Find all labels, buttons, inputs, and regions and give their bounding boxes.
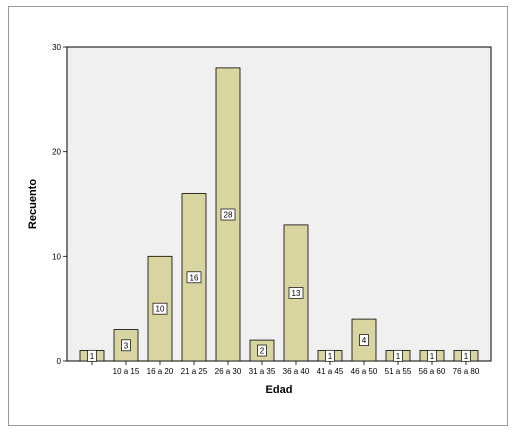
x-tick-label: 51 a 55 (385, 367, 412, 376)
data-label-box (121, 339, 131, 352)
data-label: 10 (156, 305, 165, 314)
x-tick-label: 36 a 40 (283, 367, 310, 376)
x-tick-label: 26 a 30 (215, 367, 242, 376)
x-tick-label: 21 a 25 (181, 367, 208, 376)
data-label-box (152, 302, 168, 315)
data-label: 28 (224, 211, 233, 220)
data-label: 2 (260, 347, 265, 356)
data-label: 1 (90, 352, 95, 361)
chart-frame: 1 3 10 16 28 2 13 1 4 1 1 1 0 10 20 30 10 a 15 16 a 20 2… (8, 6, 508, 426)
data-label: 1 (464, 352, 469, 361)
y-tick-label: 10 (52, 252, 61, 261)
x-tick-label: 31 a 35 (249, 367, 276, 376)
y-tick-label: 0 (57, 357, 62, 366)
data-label: 13 (292, 289, 301, 298)
x-tick-label: 56 a 60 (419, 367, 446, 376)
data-label-box (186, 271, 202, 284)
data-label-box (288, 287, 304, 299)
x-axis: 10 a 15 16 a 20 21 a 25 26 a 30 31 a 35 36 a … (91, 361, 480, 376)
data-label: 1 (396, 352, 401, 361)
x-axis-title: Edad (266, 384, 293, 396)
data-label-box (257, 344, 267, 357)
data-label: 1 (328, 352, 333, 361)
x-tick-label: 76 a 80 (453, 367, 480, 376)
data-label: 16 (190, 273, 199, 282)
y-axis-title: Recuento (27, 179, 39, 229)
y-axis: 0 10 20 30 (52, 43, 67, 366)
x-tick-label: 10 a 15 (113, 367, 140, 376)
data-label: 3 (124, 341, 129, 350)
data-label-box (220, 208, 236, 221)
data-label: 1 (430, 352, 435, 361)
data-label: 4 (362, 336, 367, 345)
plot-area (66, 46, 492, 362)
y-tick-label: 20 (52, 148, 61, 157)
x-tick-label: 46 a 50 (351, 367, 378, 376)
data-label-box (359, 334, 369, 346)
y-tick-label: 30 (52, 43, 61, 52)
x-tick-label: 41 a 45 (317, 367, 344, 376)
x-tick-label: 16 a 20 (147, 367, 174, 376)
